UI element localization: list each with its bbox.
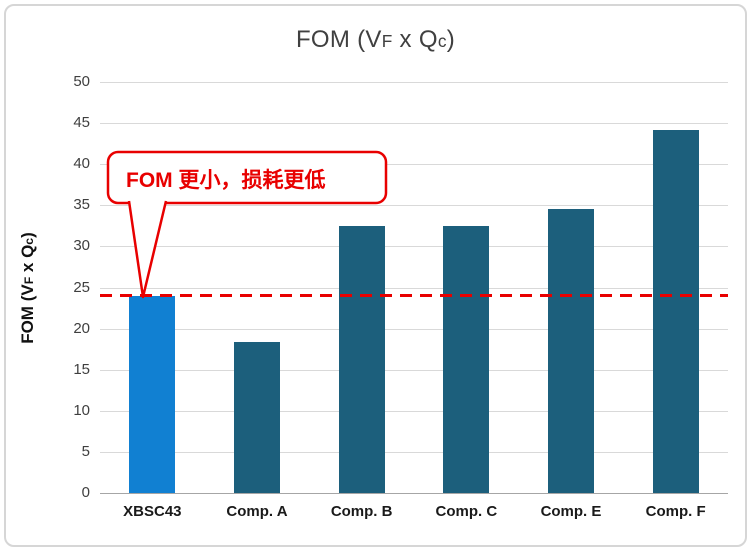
x-tick-label: Comp. C [435,503,498,520]
gridline [100,328,728,330]
bar-comp-f [652,130,699,493]
gridline [100,164,728,166]
y-tick-label: 45 [73,114,90,132]
chart-title-sub-f: F [381,31,393,51]
bar-comp-c [443,226,490,493]
y-tick-label: 25 [73,278,90,296]
chart-title: FOM (VF x Qc) [6,26,745,54]
y-tick-label: 20 [73,319,90,337]
x-axis-line [100,493,728,494]
callout-box [106,150,388,205]
chart-title-part: x Q [392,26,438,53]
gridline [100,451,728,453]
y-tick-label: 50 [73,73,90,90]
x-tick-label: Comp. A [226,503,288,520]
x-tick-label: Comp. E [540,503,602,520]
y-tick-label: 35 [73,196,90,214]
gridline [100,82,728,83]
y-tick-label: 15 [73,360,90,378]
callout-bubble [106,150,388,299]
chart-title-sub-c: c [437,31,447,51]
chart-title-part: ) [446,26,456,53]
reference-line [100,294,728,298]
callout-pointer [127,200,168,299]
bar-comp-a [234,342,280,493]
y-tick-label: 30 [73,237,90,255]
callout-text: FOM 更小，损耗更低 [126,169,326,192]
chart-title-part: FOM (V [295,26,382,53]
gridline [100,287,728,289]
y-tick-label: 10 [73,401,90,419]
x-tick-label: XBSC43 [123,503,182,520]
gridline [100,369,728,371]
gridline [100,205,728,207]
y-tick-label: 5 [81,442,90,460]
gridline [100,123,728,125]
chart-frame: FOM (VF x Qc) FOM (VF x Qc) 0 5 10 15 20 25 30… [4,4,747,547]
x-tick-label: Comp. B [330,503,393,520]
x-tick-label: Comp. F [645,503,706,520]
plot-area [100,82,728,494]
bar-comp-e [548,209,594,493]
bar-comp-b [338,226,385,493]
y-tick-label: 40 [73,155,90,173]
gridline [100,246,728,248]
bar-xbsc43 [129,296,176,493]
gridline [100,410,728,412]
y-tick-label: 0 [81,484,90,501]
